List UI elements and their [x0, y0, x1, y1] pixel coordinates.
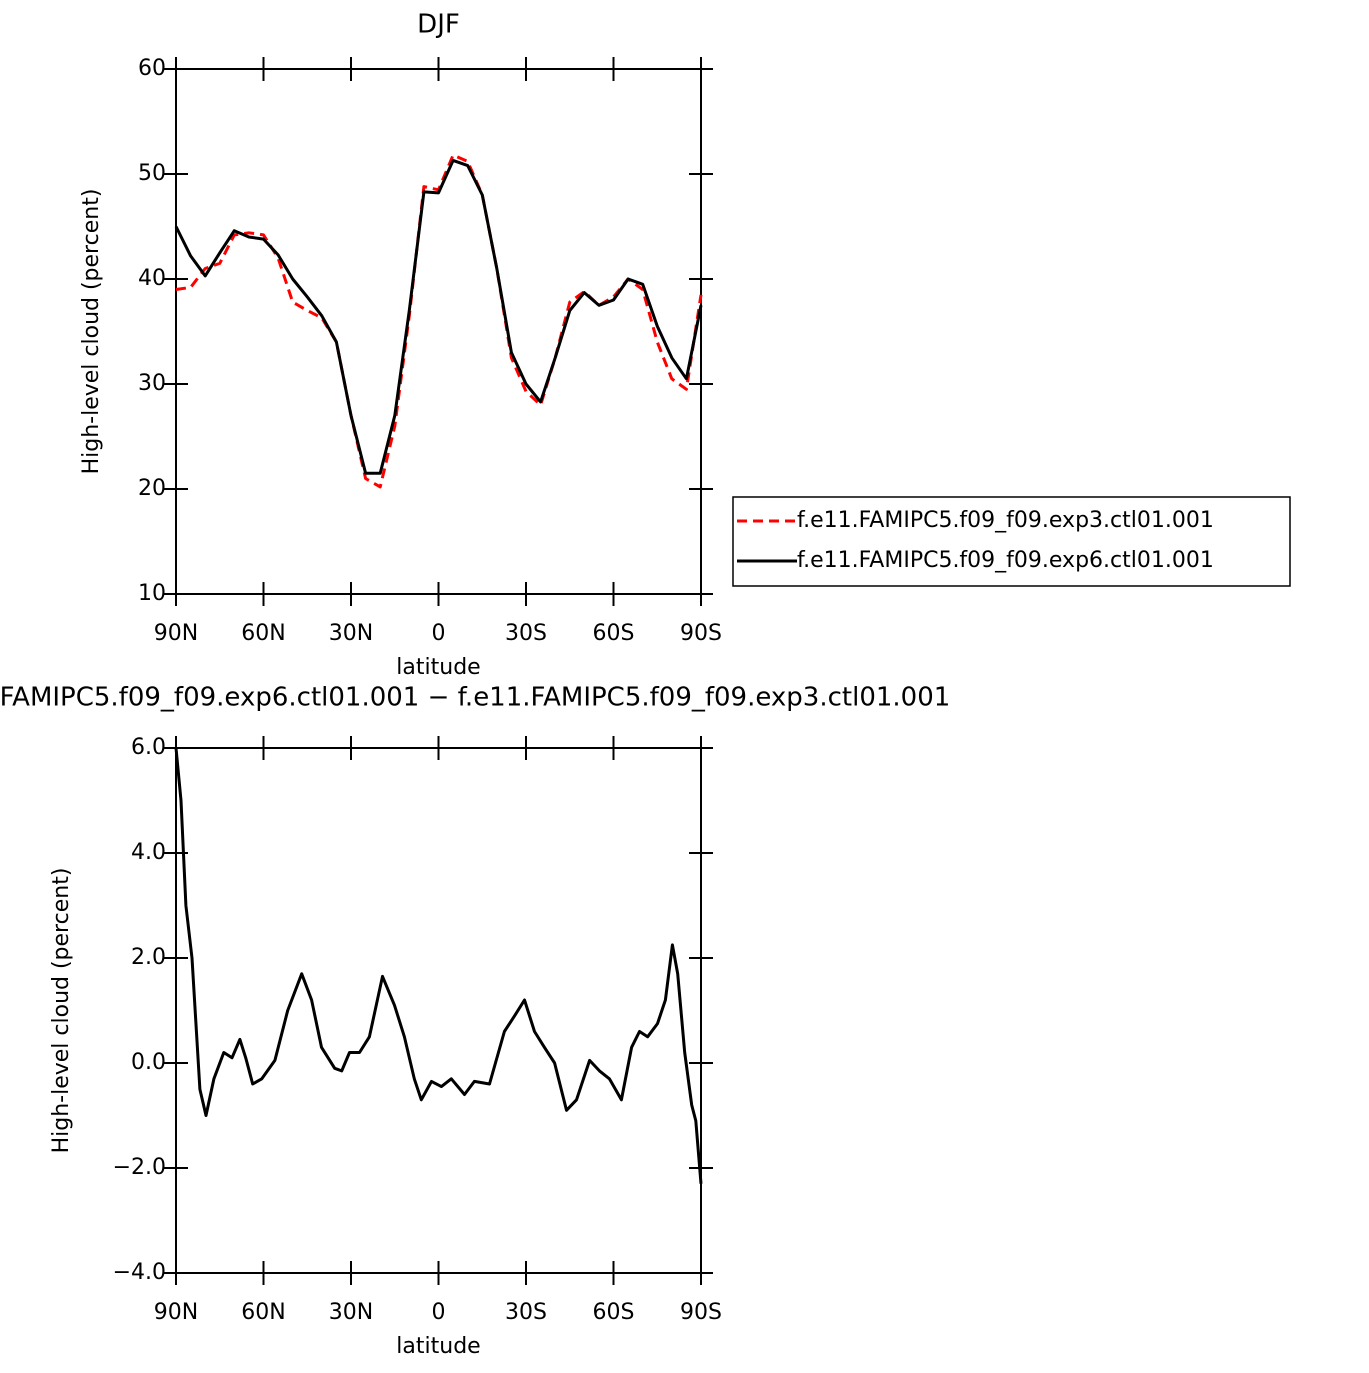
y-tick-label: 4.0 [131, 840, 166, 865]
x-tick-label: 0 [432, 1300, 446, 1325]
plot-frame [175, 747, 702, 1274]
y-tick-label: 60 [138, 56, 166, 81]
x-tick-label: 60N [241, 1300, 285, 1325]
x-tick-label: 30N [329, 1300, 373, 1325]
x-tick-label: 90N [154, 621, 198, 646]
x-tick-label: 60S [593, 1300, 635, 1325]
y-tick-label: 40 [138, 266, 166, 291]
y-axis-label: High-level cloud (percent) [49, 868, 74, 1154]
legend-label: f.e11.FAMIPC5.f09_f09.exp6.ctl01.001 [797, 548, 1214, 573]
legend-label: f.e11.FAMIPC5.f09_f09.exp3.ctl01.001 [797, 508, 1214, 533]
x-tick-label: 30S [505, 1300, 547, 1325]
x-tick-label: 0 [432, 621, 446, 646]
x-tick-label: 90S [680, 621, 722, 646]
y-tick-label: 0.0 [131, 1050, 166, 1075]
x-tick-label: 60S [593, 621, 635, 646]
data-line [174, 747, 703, 1184]
x-axis-label: latitude [396, 1334, 480, 1359]
y-tick-label: 30 [138, 371, 166, 396]
x-tick-label: 60N [241, 621, 285, 646]
legend-box [732, 496, 1291, 587]
data-line [174, 158, 703, 475]
y-tick-label: 2.0 [131, 945, 166, 970]
x-tick-label: 90N [154, 1300, 198, 1325]
data-line [175, 153, 703, 489]
y-tick-label: 10 [138, 581, 166, 606]
x-tick-label: 30N [329, 621, 373, 646]
y-tick-label: −4.0 [113, 1260, 166, 1285]
chart-title: DJF [417, 10, 460, 40]
y-tick-label: 50 [138, 161, 166, 186]
x-tick-label: 30S [505, 621, 547, 646]
plot-frame [175, 68, 702, 595]
y-tick-label: 20 [138, 476, 166, 501]
y-tick-label: −2.0 [113, 1155, 166, 1180]
x-axis-label: latitude [396, 655, 480, 680]
y-axis-label: High-level cloud (percent) [79, 189, 104, 475]
chart-title: f.e11.FAMIPC5.f09_f09.exp6.ctl01.001 − f… [0, 683, 950, 713]
y-tick-label: 6.0 [131, 735, 166, 760]
x-tick-label: 90S [680, 1300, 722, 1325]
